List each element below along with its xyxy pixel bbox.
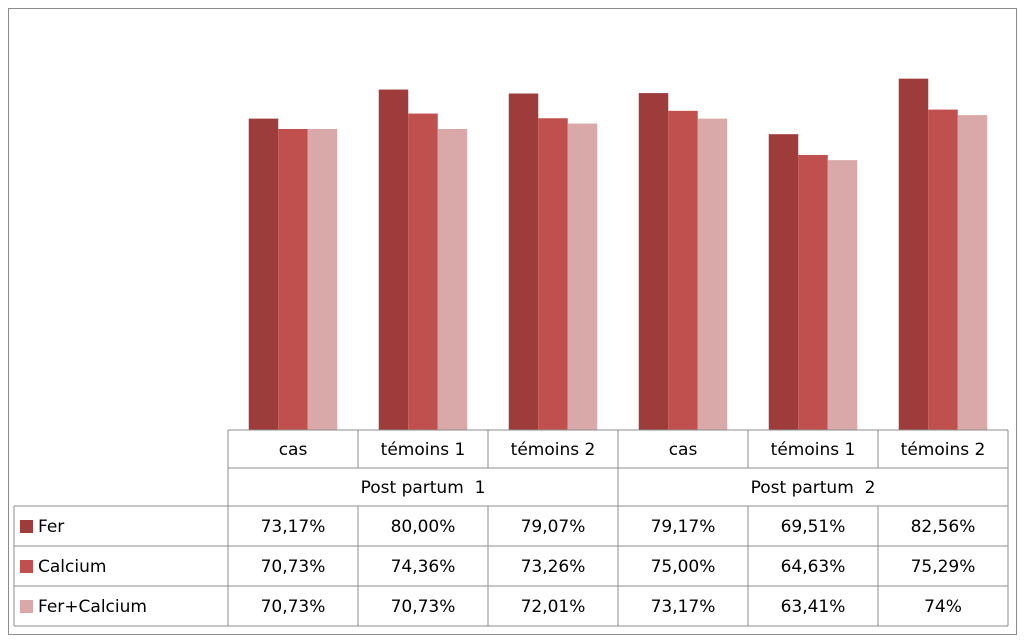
table-value: 74,36% — [391, 557, 456, 577]
bar — [538, 118, 568, 430]
category-label: témoins 2 — [901, 440, 986, 460]
category-label: cas — [279, 440, 308, 460]
table-value: 70,73% — [261, 557, 326, 577]
table-value: 75,29% — [911, 557, 976, 577]
table-value: 82,56% — [911, 517, 976, 537]
bar — [827, 160, 858, 431]
bar — [957, 115, 988, 430]
legend-swatch — [20, 520, 33, 533]
bar — [248, 118, 279, 430]
table-value: 70,73% — [391, 597, 456, 617]
bar — [798, 154, 828, 430]
bar — [408, 113, 438, 431]
table-value: 75,00% — [651, 557, 716, 577]
category-label: témoins 1 — [381, 440, 466, 460]
legend-label: Fer — [38, 517, 64, 537]
bar — [508, 93, 539, 431]
bar — [697, 118, 728, 430]
table-value: 74% — [924, 597, 962, 617]
table-value: 79,07% — [521, 517, 586, 537]
category-label: témoins 2 — [511, 440, 596, 460]
bar — [567, 123, 598, 431]
bar — [898, 78, 929, 431]
bar — [638, 93, 669, 430]
group-label: Post partum 1 — [361, 478, 486, 498]
bar — [668, 110, 698, 430]
table-value: 79,17% — [651, 517, 716, 537]
category-label: témoins 1 — [771, 440, 856, 460]
legend-label: Fer+Calcium — [38, 597, 147, 617]
category-label: cas — [669, 440, 698, 460]
table-value: 73,26% — [521, 557, 586, 577]
table-value: 64,63% — [781, 557, 846, 577]
bar — [437, 129, 468, 430]
legend-label: Calcium — [38, 557, 106, 577]
table-value: 72,01% — [521, 597, 586, 617]
bar — [768, 134, 799, 430]
legend-swatch — [20, 560, 33, 573]
table-value: 73,17% — [261, 517, 326, 537]
bar — [307, 129, 338, 430]
table-value: 73,17% — [651, 597, 716, 617]
bar — [278, 129, 308, 430]
table-value: 63,41% — [781, 597, 846, 617]
table-value: 70,73% — [261, 597, 326, 617]
bar — [928, 109, 958, 431]
table-value: 69,51% — [781, 517, 846, 537]
bar — [378, 89, 409, 431]
group-label: Post partum 2 — [751, 478, 876, 498]
legend-swatch — [20, 600, 33, 613]
table-value: 80,00% — [391, 517, 456, 537]
